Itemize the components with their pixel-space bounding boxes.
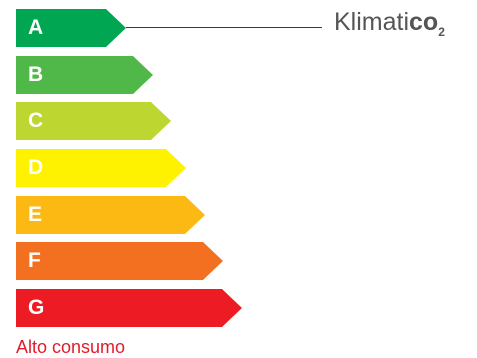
rating-label-d: D xyxy=(28,156,44,179)
rating-label-f: F xyxy=(28,249,41,272)
brand-subscript: 2 xyxy=(438,25,445,39)
rating-bar-e: E xyxy=(16,196,205,234)
rating-label-g: G xyxy=(28,296,45,319)
rating-bar-f: F xyxy=(16,242,223,280)
rating-label-b: B xyxy=(28,63,44,86)
rating-bar-a: A xyxy=(16,9,126,47)
brand-logo: Klimatico2 xyxy=(334,8,445,39)
consumption-label: Alto consumo xyxy=(16,337,126,357)
rating-bar-c: C xyxy=(16,102,171,140)
rating-connector-line xyxy=(126,27,322,28)
rating-bar-d: D xyxy=(16,149,186,187)
brand-name-light: Klimati xyxy=(334,8,410,36)
rating-label-e: E xyxy=(28,203,43,226)
rating-bar-b: B xyxy=(16,56,153,94)
rating-label-a: A xyxy=(28,16,44,39)
brand-name-bold: co xyxy=(409,8,439,36)
rating-label-c: C xyxy=(28,109,44,132)
rating-bar-g: G xyxy=(16,289,242,327)
